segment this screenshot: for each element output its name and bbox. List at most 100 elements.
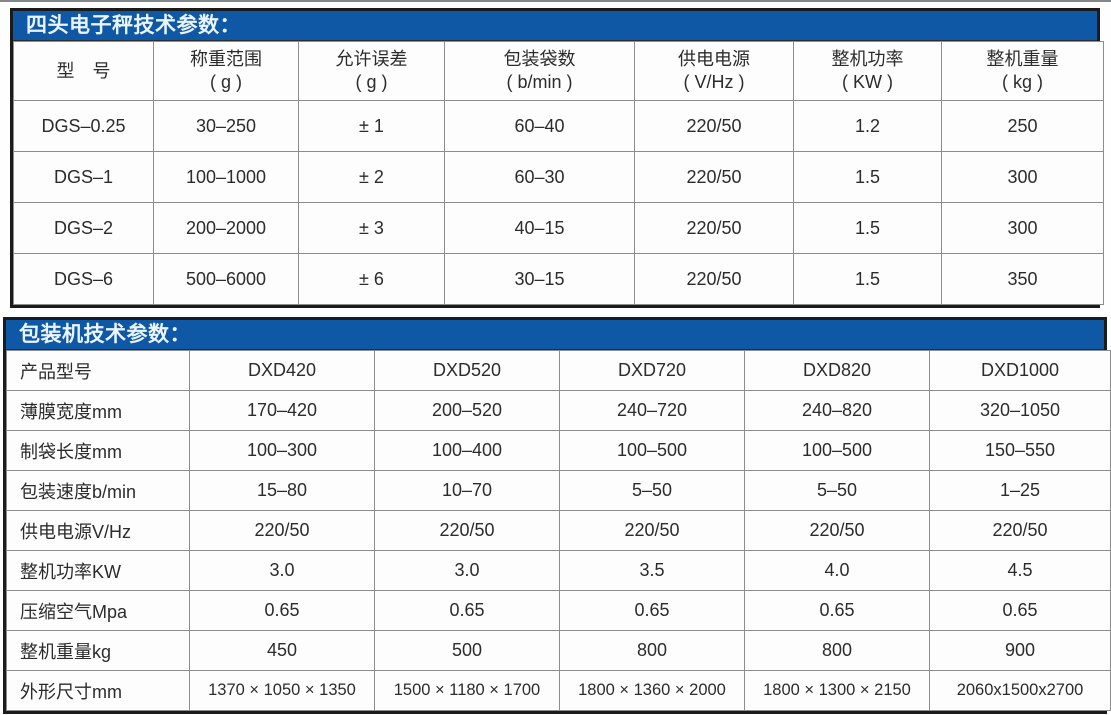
scale-cell: 100–1000 <box>153 151 299 203</box>
scale-cell: 500–6000 <box>153 253 299 305</box>
packer-cell: 1–25 <box>929 470 1111 511</box>
packer-cell: 0.65 <box>189 590 375 631</box>
scale-table-title: 四头电子秤技术参数： <box>13 11 1097 41</box>
packer-row-dimensions: 外形尺寸mm 1370 × 1050 × 1350 1500 × 1180 × … <box>6 670 1111 711</box>
scale-cell: 250 <box>941 100 1104 152</box>
packer-cell: 1370 × 1050 × 1350 <box>189 670 375 711</box>
header-line2: ( g ) <box>209 72 242 92</box>
packer-cell: 800 <box>559 630 745 671</box>
packer-cell: 320–1050 <box>929 390 1111 431</box>
packer-row-film-width: 薄膜宽度mm 170–420 200–520 240–720 240–820 3… <box>6 390 1111 431</box>
packer-cell: 1800 × 1300 × 2150 <box>744 670 930 711</box>
packer-row-label: 薄膜宽度mm <box>6 390 190 431</box>
scale-cell: 220/50 <box>634 151 794 203</box>
packer-row-label: 压缩空气Mpa <box>6 590 190 631</box>
packer-cell: 170–420 <box>189 390 375 431</box>
packer-cell: 0.65 <box>559 590 745 631</box>
packer-row-weight: 整机重量kg 450 500 800 800 900 <box>6 630 1111 671</box>
scale-cell: 300 <box>941 202 1104 254</box>
packer-row-label: 外形尺寸mm <box>6 670 190 711</box>
scale-header-cell-model: 型 号 <box>13 41 154 101</box>
packer-row-label: 供电电源V/Hz <box>6 510 190 551</box>
packer-cell: 100–400 <box>374 430 560 471</box>
scale-cell: DGS–6 <box>13 253 154 305</box>
scale-header-row: 型 号 称重范围 ( g ) 允许误差 ( g ) 包装袋数 ( b/min )… <box>13 41 1104 101</box>
packer-cell: 800 <box>744 630 930 671</box>
header-line1: 型 号 <box>56 60 111 81</box>
packer-cell: 5–50 <box>559 470 745 511</box>
packer-cell: 15–80 <box>189 470 375 511</box>
packer-cell: 450 <box>189 630 375 671</box>
scale-row-dgs6: DGS–6 500–6000 ± 6 30–15 220/50 1.5 350 <box>13 253 1104 305</box>
packer-table-title: 包装机技术参数： <box>6 320 1104 350</box>
page-top-edge <box>0 0 1111 2</box>
scale-cell: 1.5 <box>793 253 942 305</box>
packer-row-label: 包装速度b/min <box>6 470 190 511</box>
header-line2: ( g ) <box>355 72 388 92</box>
packer-cell: 0.65 <box>929 590 1111 631</box>
scale-cell: 1.5 <box>793 202 942 254</box>
packer-row-air-pressure: 压缩空气Mpa 0.65 0.65 0.65 0.65 0.65 <box>6 590 1111 631</box>
scale-cell: ± 6 <box>298 253 445 305</box>
header-line2: ( b/min ) <box>506 72 573 92</box>
header-line2: ( V/Hz ) <box>683 72 745 92</box>
header-line1: 供电电源 <box>678 49 750 69</box>
scale-cell: 40–15 <box>444 202 635 254</box>
header-line1: 整机功率 <box>831 49 904 69</box>
header-line1: 整机重量 <box>986 49 1059 69</box>
packer-row-label: 制袋长度mm <box>6 430 190 471</box>
packer-row-model: 产品型号 DXD420 DXD520 DXD720 DXD820 DXD1000 <box>6 350 1111 391</box>
scale-cell: 30–15 <box>444 253 635 305</box>
packer-cell: DXD720 <box>559 350 745 391</box>
packer-row-bag-length: 制袋长度mm 100–300 100–400 100–500 100–500 1… <box>6 430 1111 471</box>
packer-cell: 220/50 <box>189 510 375 551</box>
scale-cell: 220/50 <box>634 253 794 305</box>
packer-row-label: 产品型号 <box>6 350 190 391</box>
scale-cell: DGS–1 <box>13 151 154 203</box>
packer-row-label: 整机重量kg <box>6 630 190 671</box>
header-line1: 称重范围 <box>190 49 262 69</box>
scale-cell: 1.2 <box>793 100 942 152</box>
packer-row-power: 整机功率KW 3.0 3.0 3.5 4.0 4.5 <box>6 550 1111 591</box>
scale-header-cell-power: 整机功率 ( KW ) <box>793 41 942 101</box>
packer-cell: 220/50 <box>929 510 1111 551</box>
packer-cell: 0.65 <box>744 590 930 631</box>
scale-cell: DGS–2 <box>13 202 154 254</box>
packer-row-speed: 包装速度b/min 15–80 10–70 5–50 5–50 1–25 <box>6 470 1111 511</box>
packer-cell: DXD820 <box>744 350 930 391</box>
scale-cell: 30–250 <box>153 100 299 152</box>
scale-cell: 60–40 <box>444 100 635 152</box>
packer-cell: 100–500 <box>559 430 745 471</box>
scale-cell: 300 <box>941 151 1104 203</box>
packer-cell: 220/50 <box>744 510 930 551</box>
header-line1: 允许误差 <box>335 49 408 69</box>
scale-row-dgs1: DGS–1 100–1000 ± 2 60–30 220/50 1.5 300 <box>13 151 1104 203</box>
packer-cell: DXD420 <box>189 350 375 391</box>
header-line1: 包装袋数 <box>503 49 576 69</box>
scale-row-dgs025: DGS–0.25 30–250 ± 1 60–40 220/50 1.2 250 <box>13 100 1104 152</box>
packer-cell: 5–50 <box>744 470 930 511</box>
scale-cell: 1.5 <box>793 151 942 203</box>
packer-cell: 2060x1500x2700 <box>929 670 1111 711</box>
packer-cell: DXD520 <box>374 350 560 391</box>
packer-cell: 150–550 <box>929 430 1111 471</box>
packer-spec-table: 产品型号 DXD420 DXD520 DXD720 DXD820 DXD1000… <box>6 350 1111 711</box>
packer-cell: 10–70 <box>374 470 560 511</box>
scale-cell: ± 1 <box>298 100 445 152</box>
scale-cell: 350 <box>941 253 1104 305</box>
scale-header-cell-weigh-range: 称重范围 ( g ) <box>153 41 299 101</box>
packer-cell: 220/50 <box>374 510 560 551</box>
scale-row-dgs2: DGS–2 200–2000 ± 3 40–15 220/50 1.5 300 <box>13 202 1104 254</box>
packer-cell: 4.5 <box>929 550 1111 591</box>
scale-cell: ± 2 <box>298 151 445 203</box>
packer-cell: 1500 × 1180 × 1700 <box>374 670 560 711</box>
scale-spec-table: 型 号 称重范围 ( g ) 允许误差 ( g ) 包装袋数 ( b/min )… <box>13 41 1104 305</box>
packer-cell: 200–520 <box>374 390 560 431</box>
packer-cell: 4.0 <box>744 550 930 591</box>
scale-cell: DGS–0.25 <box>13 100 154 152</box>
packer-cell: 220/50 <box>559 510 745 551</box>
packer-cell: 100–300 <box>189 430 375 471</box>
scale-cell: 220/50 <box>634 100 794 152</box>
scale-header-cell-weight: 整机重量 ( kg ) <box>941 41 1104 101</box>
